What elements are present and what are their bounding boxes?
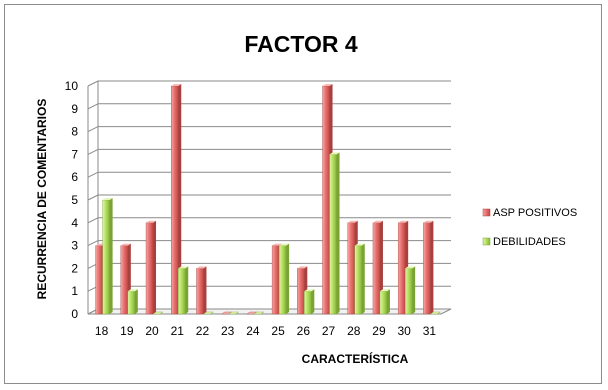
chart-frame: FACTOR 4 0 1 2 3 4 5 6 7 8 9 10 18 19 20 21 22 23 24 25 26… [4,4,602,384]
y-tick-label: 3 [71,239,78,253]
legend-swatch-debilidades [482,237,491,246]
bar-debilidades [102,198,113,315]
y-tick-label: 2 [71,261,78,275]
bar-debilidades [127,289,138,315]
x-tick-label: 19 [120,324,134,338]
x-tick-label: 18 [95,324,109,338]
axes [87,81,452,315]
bar-asp-positivos [196,266,207,315]
bar-asp-positivos [423,220,434,315]
x-tick-label: 25 [271,324,285,338]
bar-debilidades [278,243,290,315]
y-tick-label: 0 [71,307,78,321]
grid-line-side [87,217,99,224]
grid-line-side [87,194,99,201]
x-tick-label: 20 [145,324,159,338]
y-tick-label: 10 [65,79,79,93]
bar-debilidades [253,311,265,315]
bar-debilidades [329,152,340,315]
grid-line-side [87,171,99,178]
x-tick-label: 27 [322,324,336,338]
bar-debilidades [202,311,215,315]
x-tick-label: 23 [221,324,235,338]
bar-asp-positivos [145,220,157,315]
grid-line-side [87,80,99,87]
bar-debilidades [228,311,240,315]
x-tick-label: 21 [171,324,185,338]
bar-debilidades [178,266,189,315]
grid-line-side [87,240,99,247]
y-tick-label: 5 [71,193,78,207]
legend-swatch-asp-positivos [482,208,491,217]
x-tick-label: 30 [397,324,411,338]
y-tick-label: 1 [71,284,78,298]
y-tick-label: 4 [71,216,78,230]
bar-debilidades [429,311,442,315]
y-tick-label: 9 [71,102,78,116]
legend-label-asp-positivos: ASP POSITIVOS [493,207,577,219]
bar-debilidades [354,243,365,315]
grid-line-side [87,126,99,133]
y-tick-label: 6 [71,170,78,184]
bar-asp-positivos [171,84,182,315]
bar-debilidades [304,289,315,315]
y-axis-label: RECURRENCIA DE COMENTARIOS [35,99,49,300]
x-tick-label: 31 [423,324,437,338]
grid-lines [87,80,451,315]
x-tick-label: 29 [372,324,386,338]
x-axis-label: CARACTERÍSTICA [302,351,409,366]
y-tick-label: 7 [71,147,78,161]
legend-label-debilidades: DEBILIDADES [493,236,566,248]
x-tick-label: 24 [246,324,260,338]
chart-title: FACTOR 4 [244,31,358,57]
x-tick-label: 22 [196,324,210,338]
bar-debilidades [379,289,390,315]
x-tick-label: 28 [347,324,361,338]
bar-debilidades [152,311,164,315]
floor [87,308,452,315]
x-tick-labels: 18 19 20 21 22 23 24 25 26 27 28 29 30 31 [95,324,436,338]
y-tick-labels: 0 1 2 3 4 5 6 7 8 9 10 [65,79,79,321]
legend: ASP POSITIVOS DEBILIDADES [482,207,577,248]
grid-line-side [87,103,99,110]
grid-line-side [87,148,99,155]
x-tick-label: 26 [297,324,311,338]
bar-debilidades [404,266,416,315]
y-tick-label: 8 [71,125,78,139]
bars [95,84,442,315]
